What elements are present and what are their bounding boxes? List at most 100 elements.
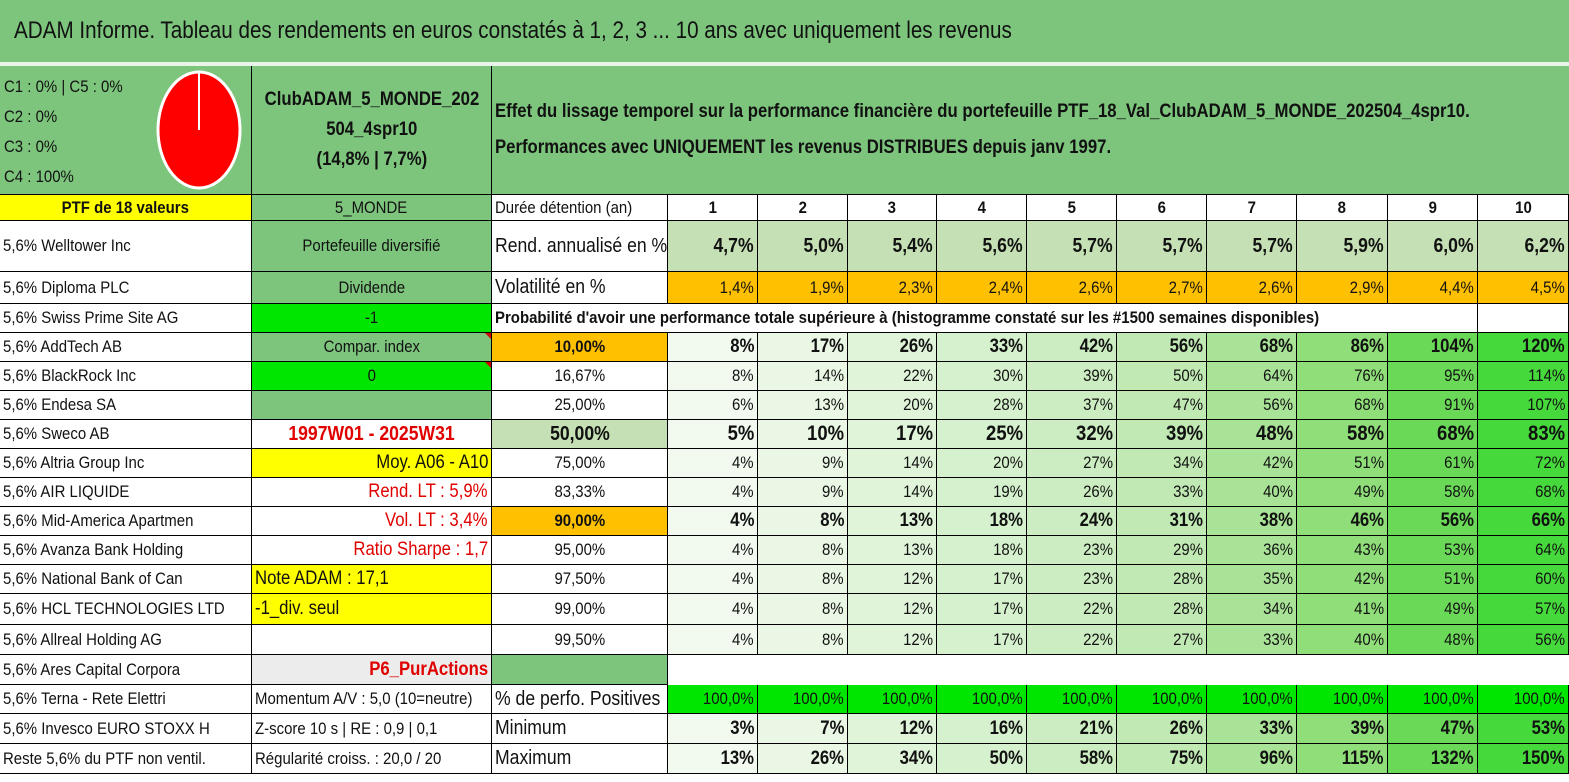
info-cell: Z-score 10 s | RE : 0,9 | 0,1 (252, 714, 492, 744)
prob-value: 76% (1297, 362, 1388, 391)
vol-value: 1,4% (668, 272, 758, 304)
prob-value: 28% (1117, 565, 1207, 594)
rend-value: 5,9% (1297, 221, 1388, 272)
fund-name-line1: ClubADAM_5_MONDE_202 (264, 89, 479, 110)
holding-label: Durée détention (an) (492, 195, 668, 221)
prob-value: 17% (848, 420, 937, 449)
prob-title-end (1478, 304, 1569, 333)
title-separator (0, 62, 1569, 66)
maximum-label: Maximum (492, 744, 668, 774)
prob-value: 4% (668, 536, 758, 565)
positives-value: 100,0% (1207, 685, 1297, 714)
prob-value: 47% (1117, 391, 1207, 420)
prob-threshold: 16,67% (492, 362, 668, 391)
prob-value: 13% (848, 507, 937, 536)
rend-value: 4,7% (668, 221, 758, 272)
maximum-value: 50% (937, 744, 1027, 774)
holding-name: 5,6% Terna - Rete Elettri (0, 685, 252, 714)
year-header: 5 (1027, 195, 1117, 221)
holding-name: 5,6% National Bank of Can (0, 565, 252, 594)
prob-value: 48% (1388, 625, 1478, 655)
prob-threshold: 50,00% (492, 420, 668, 449)
prob-value: 17% (937, 594, 1027, 625)
prob-value: 32% (1027, 420, 1117, 449)
holding-name: 5,6% Altria Group Inc (0, 449, 252, 478)
prob-value: 6% (668, 391, 758, 420)
prob-threshold: 99,00% (492, 594, 668, 625)
comment-marker[interactable] (485, 362, 491, 368)
year-header: 2 (758, 195, 848, 221)
prob-value: 51% (1297, 449, 1388, 478)
positives-value: 100,0% (937, 685, 1027, 714)
positives-value: 100,0% (1478, 685, 1569, 714)
maximum-value: 26% (758, 744, 848, 774)
prob-value: 30% (937, 362, 1027, 391)
prob-value: 27% (1117, 625, 1207, 655)
prob-value: 14% (848, 449, 937, 478)
prob-value: 114% (1478, 362, 1569, 391)
minimum-value: 21% (1027, 714, 1117, 744)
vol-value: 2,4% (937, 272, 1027, 304)
description-cell: Effet du lissage temporel sur la perform… (492, 66, 1569, 195)
prob-value: 42% (1207, 449, 1297, 478)
prob-threshold: 75,00% (492, 449, 668, 478)
prob-value: 4% (668, 594, 758, 625)
report-title: ADAM Informe. Tableau des rendements en … (0, 0, 1569, 62)
prob-value: 12% (848, 565, 937, 594)
prob-value: 10% (758, 420, 848, 449)
prob-value: 28% (1117, 594, 1207, 625)
prob-threshold: 97,50% (492, 565, 668, 594)
prob-value: 17% (758, 333, 848, 362)
holding-name: 5,6% Diploma PLC (0, 272, 252, 304)
info-cell: Dividende (252, 272, 492, 304)
positives-value: 100,0% (1297, 685, 1388, 714)
prob-value: 24% (1027, 507, 1117, 536)
vol-value: 1,9% (758, 272, 848, 304)
prob-threshold: 83,33% (492, 478, 668, 507)
info-cell: Momentum A/V : 5,0 (10=neutre) (252, 685, 492, 714)
rend-value: 6,2% (1478, 221, 1569, 272)
year-header: 10 (1478, 195, 1569, 221)
maximum-value: 34% (848, 744, 937, 774)
prob-value: 17% (937, 565, 1027, 594)
prob-value: 25% (937, 420, 1027, 449)
holding-name: 5,6% Sweco AB (0, 420, 252, 449)
prob-value: 46% (1297, 507, 1388, 536)
prob-value: 27% (1027, 449, 1117, 478)
prob-value: 8% (758, 507, 848, 536)
maximum-value: 150% (1478, 744, 1569, 774)
prob-value: 43% (1297, 536, 1388, 565)
empty-green-cell (492, 655, 668, 685)
prob-value: 49% (1388, 594, 1478, 625)
prob-value: 26% (1027, 478, 1117, 507)
prob-threshold: 90,00% (492, 507, 668, 536)
prob-value: 9% (758, 449, 848, 478)
holding-name: 5,6% Swiss Prime Site AG (0, 304, 252, 333)
minimum-value: 53% (1478, 714, 1569, 744)
positives-value: 100,0% (1117, 685, 1207, 714)
description-line1: Effet du lissage temporel sur la perform… (495, 101, 1470, 122)
info-cell: -1 (252, 304, 492, 333)
info-cell (252, 391, 492, 420)
fund-name-line2: 504_4spr10 (325, 119, 418, 140)
prob-title: Probabilité d'avoir une performance tota… (492, 304, 1478, 333)
maximum-value: 58% (1027, 744, 1117, 774)
prob-value: 13% (848, 536, 937, 565)
prob-value: 17% (937, 625, 1027, 655)
prob-value: 83% (1478, 420, 1569, 449)
prob-value: 120% (1478, 333, 1569, 362)
prob-value: 42% (1027, 333, 1117, 362)
prob-threshold: 10,00% (492, 333, 668, 362)
rend-label: Rend. annualisé en % (492, 221, 668, 272)
maximum-value: 132% (1388, 744, 1478, 774)
holding-name: 5,6% HCL TECHNOLOGIES LTD (0, 594, 252, 625)
prob-value: 68% (1388, 420, 1478, 449)
allocation-pie-chart (156, 70, 242, 190)
minimum-value: 26% (1117, 714, 1207, 744)
minimum-value: 16% (937, 714, 1027, 744)
comment-marker[interactable] (485, 333, 491, 339)
holding-name: Reste 5,6% du PTF non ventil. (0, 744, 252, 774)
positives-value: 100,0% (1027, 685, 1117, 714)
positives-value: 100,0% (848, 685, 937, 714)
year-header: 3 (848, 195, 937, 221)
